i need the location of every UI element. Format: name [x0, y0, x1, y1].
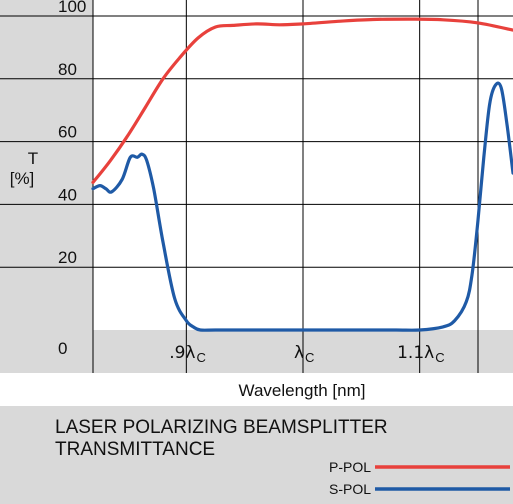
- series-lines: [91, 17, 513, 332]
- x-tick-label: .9λ: [169, 343, 195, 363]
- series-line-p-pol: [91, 17, 513, 184]
- y-axis-label-line2: [%]: [10, 169, 35, 188]
- y-tick-label: 80: [58, 60, 77, 79]
- y-tick-label: 60: [58, 123, 77, 142]
- x-axis-label: Wavelength [nm]: [239, 381, 366, 400]
- x-tick-subscript: C: [196, 350, 205, 365]
- grid: [0, 0, 513, 373]
- y-tick-label: 20: [58, 248, 77, 267]
- series-line-s-pol: [91, 81, 513, 332]
- y-tick-labels: 0 20 40 60 80 100: [58, 0, 86, 358]
- x-tick-label: 1.1λ: [397, 343, 434, 363]
- chart-title-line1: LASER POLARIZING BEAMSPLITTER: [55, 417, 388, 438]
- y-tick-label: 100: [58, 0, 86, 16]
- y-tick-label: 40: [58, 185, 77, 204]
- x-tick-subscript: C: [305, 350, 314, 365]
- chart-title-line2: TRANSMITTANCE: [55, 439, 215, 460]
- plot-left-band: [0, 0, 93, 373]
- legend: P-POL S-POL: [329, 459, 510, 497]
- legend-label: S-POL: [329, 481, 371, 497]
- x-tick-label: λ: [294, 343, 304, 363]
- x-tick-subscript: C: [435, 350, 444, 365]
- legend-label: P-POL: [329, 459, 371, 475]
- y-axis-label-line1: T: [28, 149, 38, 168]
- y-tick-label: 0: [58, 339, 67, 358]
